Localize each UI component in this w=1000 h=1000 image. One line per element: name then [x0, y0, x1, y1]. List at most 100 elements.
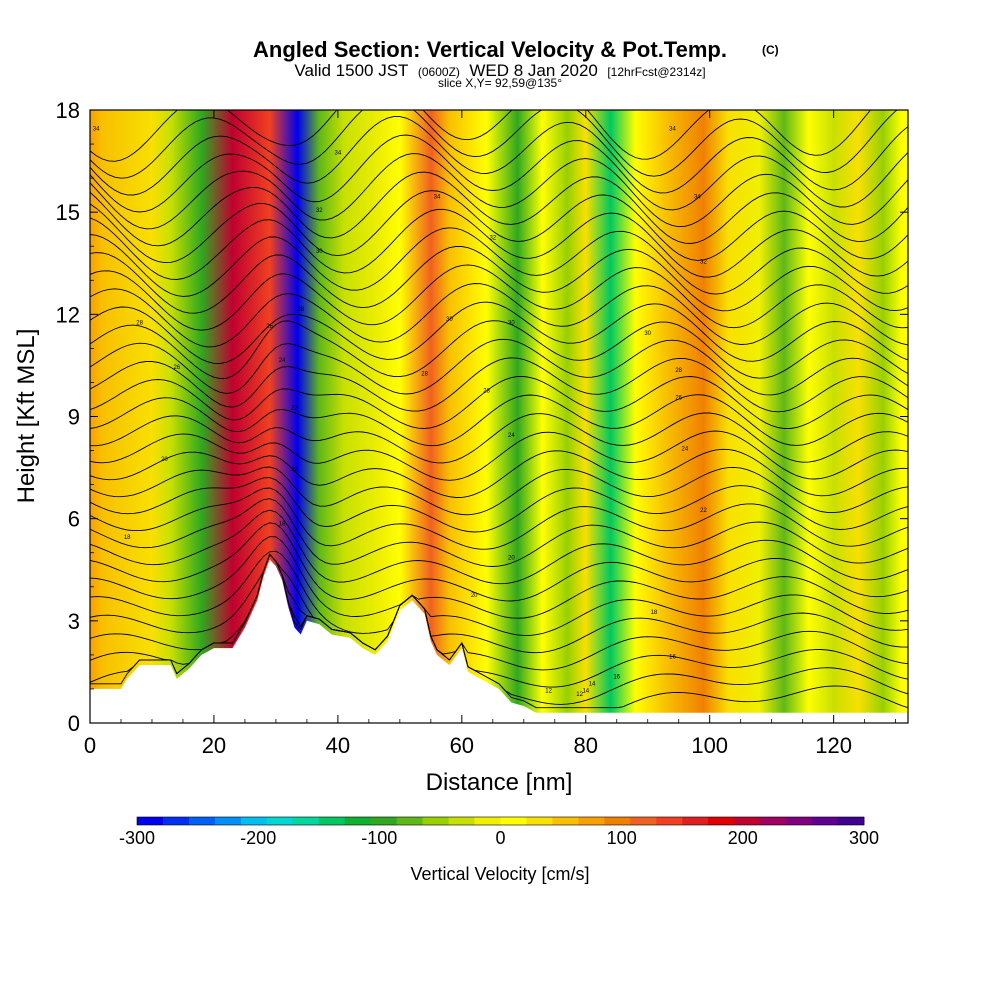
colorbar-swatch	[266, 817, 294, 825]
subtitle-valid: Valid 1500 JST	[294, 61, 408, 80]
pot-temp-contour-label: 20	[471, 593, 478, 599]
colorbar-tick-label: 100	[607, 828, 637, 848]
y-axis-label: Height [Kft MSL]	[13, 329, 40, 504]
x-axis-label: Distance [nm]	[426, 769, 573, 796]
pot-temp-contour-line	[90, 466, 908, 516]
colorbar-swatch	[137, 817, 164, 825]
subtitle-forecast: [12hrFcst@2314z]	[607, 65, 705, 79]
pot-temp-contour-label: 28	[675, 368, 682, 374]
colorbar-ticks: -300 -200 -100 0 100 200 300	[119, 828, 879, 848]
pot-temp-contour-label: 28	[483, 389, 490, 395]
colorbar-swatch	[656, 817, 683, 825]
colorbar-swatch	[682, 817, 709, 825]
pot-temp-contour-line	[90, 550, 908, 636]
colorbar-swatch	[370, 817, 398, 825]
pot-temp-contour-line	[90, 338, 908, 396]
pot-temp-contour-line	[90, 357, 908, 413]
colorbar-tick-label: -100	[361, 828, 397, 848]
pot-temp-contour-line	[90, 283, 908, 348]
pot-temp-contour-label: 12	[545, 688, 552, 694]
pot-temp-contour-line	[90, 553, 908, 654]
y-axis-ticks: 0 3 6 9 12 15 18	[56, 98, 908, 736]
pot-temp-contour-line	[90, 134, 908, 213]
x-axis-ticks: 0 20 40 60 80 100 120	[84, 110, 897, 758]
pot-temp-contour-line	[90, 448, 908, 498]
colorbar-swatch	[552, 817, 579, 825]
pot-temp-contour-label: 16	[669, 654, 676, 660]
pot-temp-contour-label: 34	[335, 150, 342, 156]
pot-temp-contour-label: 16	[613, 675, 620, 681]
plot-area: 34 34 32 30 34 32 34 34 32 28 26 28 26 30 30 30 28 28 28 26…	[89, 109, 909, 724]
chart-title-suffix: (C)	[762, 43, 779, 57]
x-tick-label: 80	[574, 733, 598, 758]
pot-temp-contour-label: 22	[291, 406, 298, 412]
colorbar-tick-label: -200	[240, 828, 276, 848]
colorbar-swatch	[474, 817, 501, 825]
pot-temp-contour-label: 24	[508, 433, 515, 439]
colorbar-swatch	[526, 817, 553, 825]
pot-temp-contour-line	[90, 477, 908, 533]
pot-temp-contour-labels: 34 34 32 30 34 32 34 34 32 28 26 28 26 30 30 30 28 28 28 26…	[93, 126, 708, 697]
colorbar-frame	[136, 816, 865, 826]
pot-temp-contour-line	[90, 153, 908, 230]
x-tick-label: 40	[326, 733, 350, 758]
colorbar	[136, 816, 865, 826]
pot-temp-contour-label: 12	[576, 692, 583, 698]
colorbar-label: Vertical Velocity [cm/s]	[410, 864, 589, 884]
colorbar-swatch	[734, 817, 761, 825]
pot-temp-contour-line	[90, 320, 908, 380]
chart-title: Angled Section: Vertical Velocity & Pot.…	[253, 37, 727, 62]
pot-temp-contour-label: 26	[173, 365, 180, 371]
pot-temp-contour-line	[90, 536, 908, 619]
colorbar-swatch	[578, 817, 605, 825]
pot-temp-contour-line	[90, 412, 908, 464]
pot-temp-contour-label: 14	[589, 682, 596, 688]
pot-temp-contour-line	[90, 227, 908, 297]
y-tick-label: 9	[68, 405, 80, 430]
pot-temp-contour-line	[90, 376, 908, 429]
pot-temp-contour-label: 34	[694, 195, 701, 201]
colorbar-swatch	[292, 817, 320, 825]
x-tick-label: 0	[84, 733, 96, 758]
pot-temp-contour-label: 34	[669, 126, 676, 132]
pot-temp-contour-label: 20	[291, 467, 298, 473]
pot-temp-contour-line	[90, 246, 908, 314]
pot-temp-contour-label: 26	[266, 324, 273, 330]
colorbar-swatch	[838, 817, 865, 825]
colorbar-swatch	[812, 817, 839, 825]
pot-temp-contour-line	[90, 522, 908, 602]
pot-temp-contour-line	[90, 553, 908, 688]
pot-temp-contour-line	[90, 116, 908, 196]
pot-temp-contour-line	[90, 208, 908, 280]
pot-temp-contour-label: 24	[279, 358, 286, 364]
pot-temp-contour-line	[90, 553, 908, 671]
colorbar-swatch	[318, 817, 346, 825]
x-tick-label: 100	[691, 733, 728, 758]
pot-temp-contour-label: 30	[446, 317, 453, 323]
pot-temp-contour-line	[90, 430, 908, 481]
colorbar-swatch	[344, 817, 372, 825]
pot-temp-contour-label: 32	[489, 235, 496, 241]
pot-temp-contour-label: 18	[124, 535, 131, 541]
pot-temp-contour-label: 32	[316, 208, 323, 214]
pot-temp-contour-line	[90, 110, 872, 162]
pot-temp-contour-label: 22	[700, 508, 707, 514]
pot-temp-contour-label: 34	[434, 195, 441, 201]
pot-temp-contour-label: 30	[508, 321, 515, 327]
colorbar-swatch	[396, 817, 423, 825]
pot-temp-contour-label: 28	[297, 307, 304, 313]
colorbar-swatch	[188, 817, 216, 825]
pot-temp-contour-label: 18	[279, 522, 286, 528]
pot-temp-contour-label: 24	[682, 447, 689, 453]
colorbar-swatch	[240, 817, 268, 825]
pot-temp-contour-label: 30	[316, 249, 323, 255]
colorbar-swatch	[604, 817, 631, 825]
subtitle-zulu: (0600Z)	[418, 65, 460, 79]
slice-info: slice X,Y= 92,59@135°	[438, 76, 562, 90]
pot-temp-contour-line	[90, 487, 908, 550]
chart-subtitle: Valid 1500 JST (0600Z) WED 8 Jan 2020 [1…	[294, 61, 705, 80]
y-tick-label: 18	[56, 98, 80, 123]
pot-temp-contour-label: 34	[93, 126, 100, 132]
colorbar-tick-label: 0	[495, 828, 505, 848]
